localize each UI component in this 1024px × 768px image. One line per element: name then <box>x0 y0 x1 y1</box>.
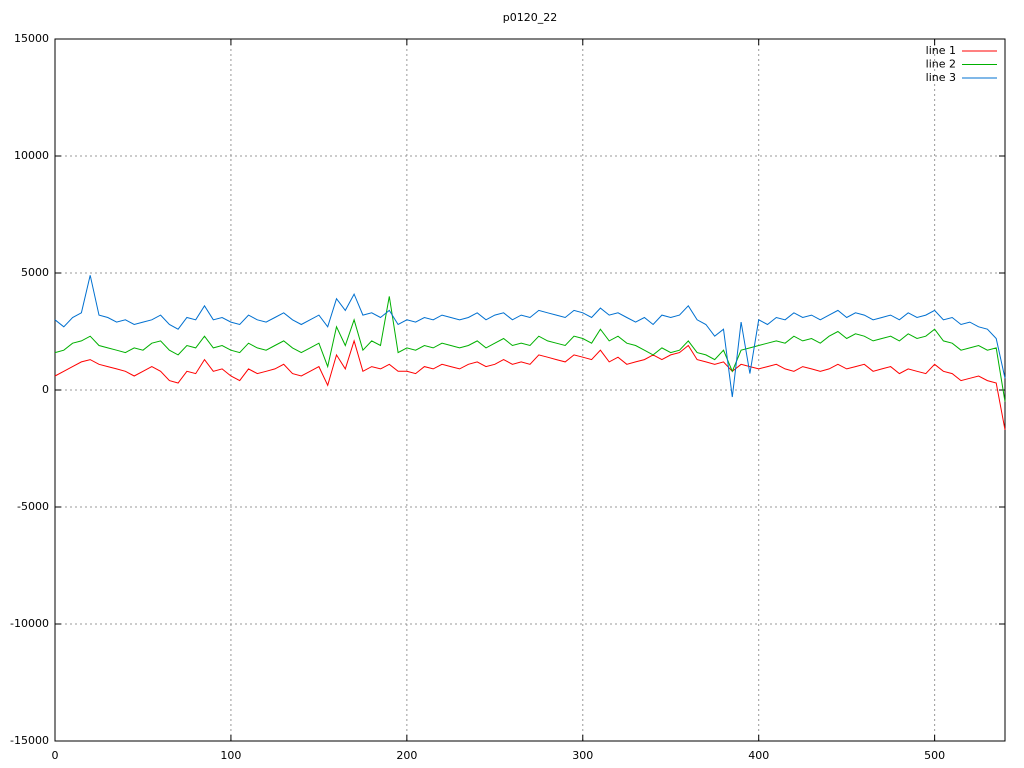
x-tick-label: 400 <box>748 749 769 762</box>
x-tick-label: 200 <box>396 749 417 762</box>
y-tick-label: 15000 <box>14 32 49 45</box>
data-line <box>54 339 1006 430</box>
x-tick-label: 0 <box>52 749 59 762</box>
chart-title: p0120_22 <box>503 11 557 24</box>
x-tick-label: 300 <box>572 749 593 762</box>
y-tick-label: -15000 <box>10 734 49 747</box>
legend-label: line 1 <box>926 44 956 57</box>
plot-border <box>54 38 1006 742</box>
y-tick-label: -5000 <box>17 500 49 513</box>
y-tick-label: -10000 <box>10 617 49 630</box>
y-tick-label: 5000 <box>21 266 49 279</box>
y-tick-label: 0 <box>42 383 49 396</box>
legend-label: line 2 <box>926 58 956 71</box>
data-line <box>54 275 1006 398</box>
y-tick-label: 10000 <box>14 149 49 162</box>
x-tick-label: 100 <box>220 749 241 762</box>
data-line <box>54 296 1006 402</box>
legend-label: line 3 <box>926 71 956 84</box>
x-tick-label: 500 <box>924 749 945 762</box>
